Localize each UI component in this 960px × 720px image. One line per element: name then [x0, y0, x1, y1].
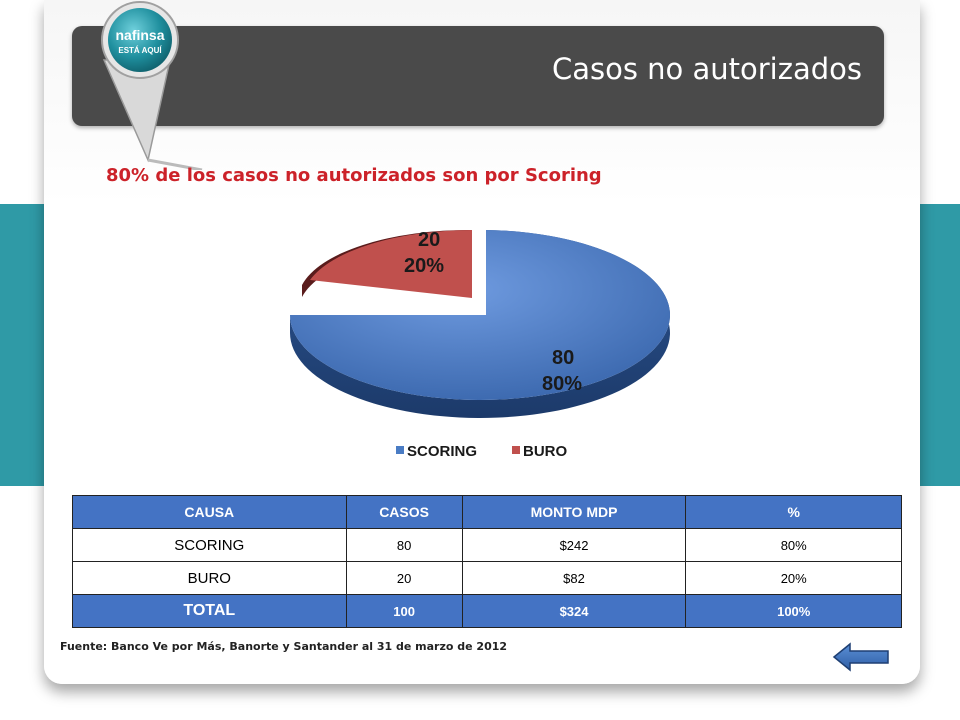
- legend-swatch-scoring: [396, 446, 404, 454]
- cell-percent: 80%: [685, 528, 902, 562]
- subtitle: 80% de los casos no autorizados son por …: [106, 165, 602, 186]
- logo-brand-text: nafinsa: [115, 27, 164, 43]
- source-note: Fuente: Banco Ve por Más, Banorte y Sant…: [60, 640, 508, 653]
- cell-percent: 20%: [685, 561, 902, 595]
- table-header-row: CAUSA CASOS MONTO MDP %: [72, 495, 902, 529]
- cell-casos: 20: [345, 561, 463, 595]
- data-label-scoring-percent: 80%: [542, 373, 582, 395]
- data-label-buro-percent: 20%: [404, 255, 444, 277]
- slice-buro: [310, 230, 472, 298]
- data-label-buro-value: 20: [418, 229, 440, 251]
- cell-total-monto: $324: [461, 594, 687, 628]
- col-header-percent: %: [685, 495, 902, 529]
- table-row: BURO 20 $82 20%: [72, 561, 902, 595]
- header-bar: Casos no autorizados: [72, 26, 884, 126]
- cell-total-casos: 100: [345, 594, 463, 628]
- cell-causa: BURO: [72, 561, 347, 595]
- col-header-casos: CASOS: [345, 495, 463, 529]
- back-arrow-icon[interactable]: [832, 642, 890, 672]
- cell-monto: $242: [461, 528, 687, 562]
- cases-table: CAUSA CASOS MONTO MDP % SCORING 80 $242 …: [72, 495, 902, 628]
- cell-monto: $82: [461, 561, 687, 595]
- table-row: SCORING 80 $242 80%: [72, 528, 902, 562]
- data-label-scoring-value: 80: [552, 347, 574, 369]
- col-header-monto: MONTO MDP: [461, 495, 687, 529]
- page-title: Casos no autorizados: [551, 52, 862, 86]
- cell-causa: SCORING: [72, 528, 347, 562]
- cell-total-label: TOTAL: [72, 594, 347, 628]
- cell-total-percent: 100%: [685, 594, 902, 628]
- slice-scoring: [290, 230, 670, 400]
- table-total-row: TOTAL 100 $324 100%: [72, 594, 902, 628]
- logo-tagline-text: ESTÁ AQUÍ: [118, 46, 162, 55]
- legend-label-scoring: SCORING: [407, 443, 477, 460]
- cell-casos: 80: [345, 528, 463, 562]
- pie-chart: 20 20% 80 80% SCORING BURO: [290, 229, 670, 460]
- legend-swatch-buro: [512, 446, 520, 454]
- nafinsa-logo: nafinsa ESTÁ AQUÍ: [101, 1, 203, 170]
- col-header-causa: CAUSA: [72, 495, 347, 529]
- legend-label-buro: BURO: [523, 443, 567, 460]
